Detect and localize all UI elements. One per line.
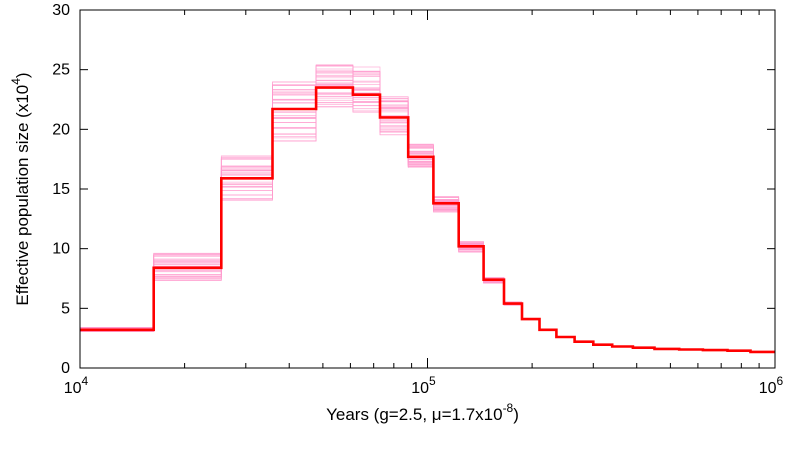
y-tick-label: 20 bbox=[52, 121, 70, 138]
y-tick-label: 0 bbox=[61, 360, 70, 377]
x-tick-label: 104 bbox=[64, 374, 89, 397]
y-axis-label: Effective population size (x104) bbox=[9, 72, 32, 305]
y-tick-label: 30 bbox=[52, 2, 70, 19]
x-axis-label-main: Years (g=2.5, μ=1.7x10 bbox=[326, 405, 502, 424]
y-tick-label: 15 bbox=[52, 181, 70, 198]
y-axis-label-close: ) bbox=[13, 72, 32, 78]
y-tick-label: 5 bbox=[61, 300, 70, 317]
bootstrap-line bbox=[80, 88, 522, 329]
bootstrap-lines bbox=[80, 64, 522, 332]
bootstrap-line bbox=[80, 86, 522, 332]
x-tick-label: 105 bbox=[411, 374, 436, 397]
bootstrap-line bbox=[80, 94, 522, 332]
y-axis-label-exp: 4 bbox=[9, 78, 23, 85]
x-axis-label: Years (g=2.5, μ=1.7x10-8) bbox=[326, 401, 519, 424]
bootstrap-line bbox=[80, 98, 522, 332]
y-tick-label: 10 bbox=[52, 241, 70, 258]
x-axis-label-exp: -8 bbox=[503, 401, 514, 415]
x-tick-label: 106 bbox=[759, 374, 784, 397]
x-axis: 104 105 106 bbox=[64, 10, 784, 397]
y-tick-label: 25 bbox=[52, 62, 70, 79]
series-layer bbox=[80, 86, 775, 354]
y-axis-label-main: Effective population size (x10 bbox=[13, 85, 32, 306]
y-axis: 0 5 10 15 20 25 30 bbox=[52, 2, 775, 377]
series-line bbox=[80, 86, 775, 354]
plot-frame bbox=[79, 9, 776, 369]
bootstrap-line bbox=[80, 81, 522, 332]
x-axis-label-close: ) bbox=[513, 405, 519, 424]
bootstrap-line bbox=[80, 102, 522, 331]
